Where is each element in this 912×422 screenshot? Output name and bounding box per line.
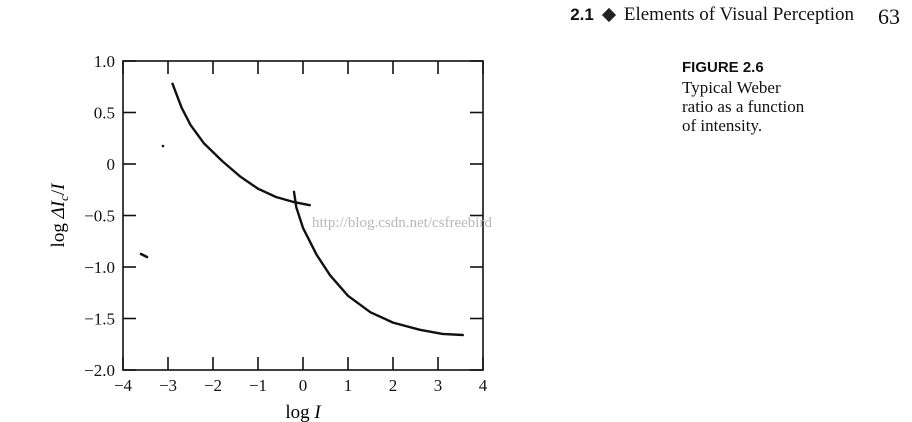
tick-labels-group: −4 −3 −2 −1 0 1 2 3 4 1.0 0.5 0 −0.5 −1.0 −1.5 −2.0 <box>84 52 488 395</box>
speck-mark <box>161 144 165 148</box>
page-number-wrap: 63 <box>878 4 912 30</box>
x-tick-label: 0 <box>299 376 308 395</box>
y-tick-label: −2.0 <box>84 361 115 380</box>
caption-line-2: ratio as a function <box>682 97 805 116</box>
series-line-cones <box>292 190 464 337</box>
x-tick-label: −4 <box>114 376 133 395</box>
figure-label: FIGURE 2.6 <box>682 59 764 76</box>
x-tick-label: −3 <box>159 376 177 395</box>
x-tick-label: 2 <box>389 376 398 395</box>
ticks-group <box>122 60 484 371</box>
x-tick-label: −1 <box>249 376 267 395</box>
x-tick-label: 4 <box>479 376 488 395</box>
running-header: 2.1 Elements of Visual Perception <box>570 4 854 26</box>
y-tick-label: 0.5 <box>94 104 115 123</box>
y-tick-label: 1.0 <box>94 52 115 71</box>
x-tick-label: −2 <box>204 376 222 395</box>
y-tick-label: −1.5 <box>84 310 115 329</box>
y-tick-label: 0 <box>107 155 116 174</box>
y-tick-label: −1.0 <box>84 258 115 277</box>
caption-line-1: Typical Weber <box>682 78 781 97</box>
caption-line-3: of intensity. <box>682 116 763 135</box>
series-line-rods <box>171 82 311 207</box>
watermark-text: http://blog.csdn.net/csfreebird <box>312 215 492 231</box>
y-axis-label: log ΔIc/I <box>48 182 71 248</box>
series-group <box>139 82 464 337</box>
y-tick-label: −0.5 <box>84 207 115 226</box>
section-title: Elements of Visual Perception <box>623 4 854 25</box>
section-number: 2.1 <box>570 5 594 24</box>
x-tick-label: 1 <box>344 376 353 395</box>
page-number: 63 <box>878 4 900 29</box>
x-tick-label: 3 <box>434 376 443 395</box>
x-axis-label: log I <box>285 402 322 422</box>
figure-caption: FIGURE 2.6 Typical Weber ratio as a func… <box>682 58 902 135</box>
ink-smudge <box>139 252 149 259</box>
